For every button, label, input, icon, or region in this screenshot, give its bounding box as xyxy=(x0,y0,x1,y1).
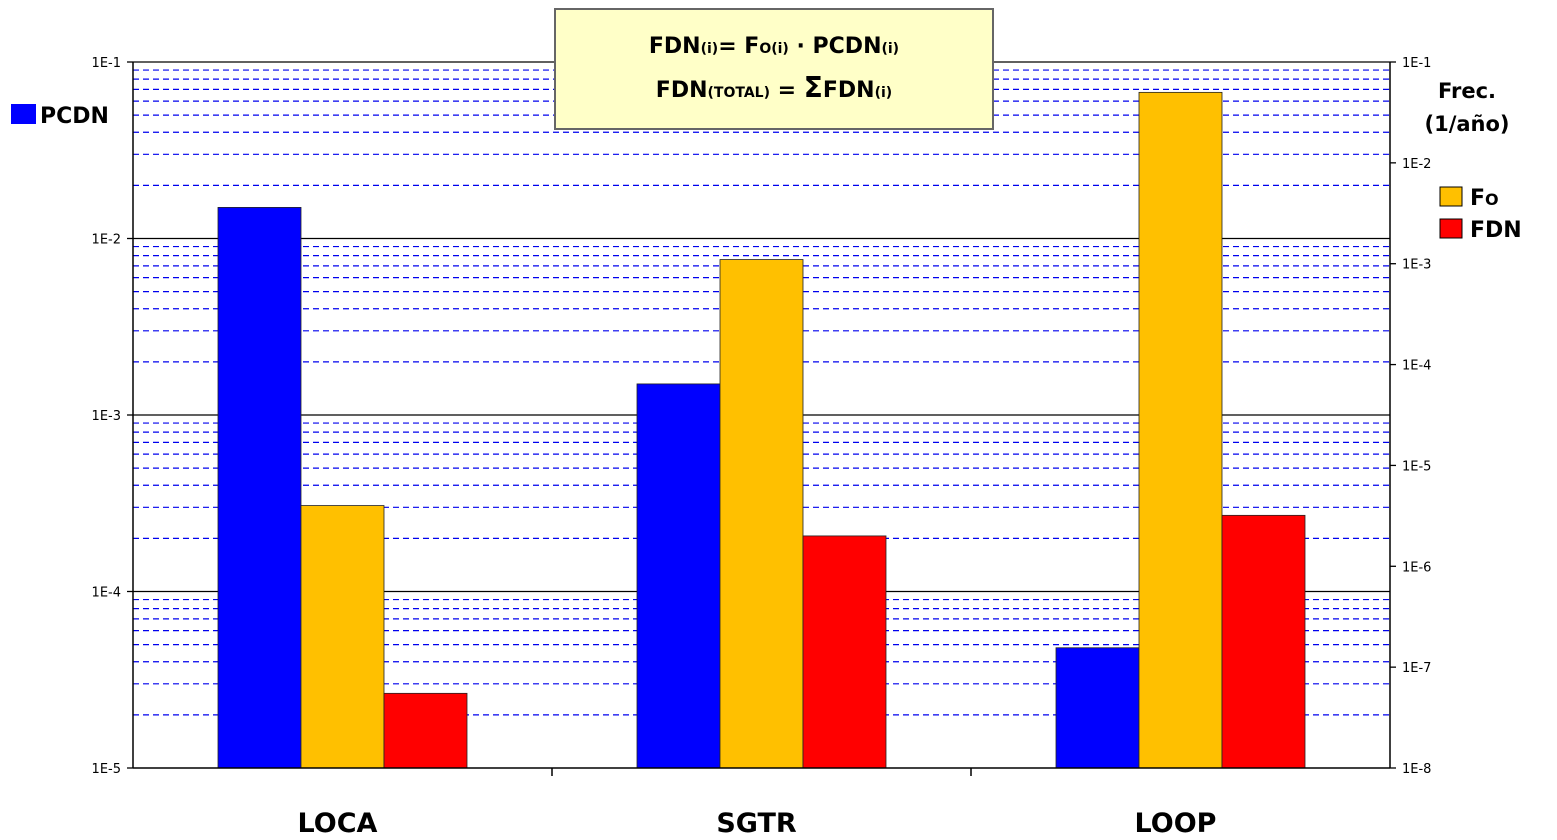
legend-swatch-fdn xyxy=(1439,218,1463,239)
formula1-fo-sub: (i) xyxy=(771,41,789,57)
bar-fo-sgtr xyxy=(719,259,804,769)
category-label-sgtr: SGTR xyxy=(716,808,797,839)
formula1-fdn-sub: (i) xyxy=(700,41,719,57)
bar-fdn-sgtr xyxy=(802,535,887,769)
bar-fdn-loca xyxy=(383,692,468,769)
category-label-loca: LOCA xyxy=(298,808,378,839)
left-tick-label: 1E-4 xyxy=(92,586,121,601)
right-axis-title-line1: Frec. xyxy=(1438,79,1496,103)
legend-label-pcdn: PCDN xyxy=(40,104,109,129)
legend-label-fo-sub: O xyxy=(1485,190,1499,209)
formula1-equals: = xyxy=(718,34,745,59)
formula-box: FDN(i)= FO(i) · PCDN(i) FDN(TOTAL) = ΣFD… xyxy=(554,8,994,130)
formula2-sigma: Σ xyxy=(803,71,823,104)
right-tick-label: 1E-3 xyxy=(1402,258,1431,273)
legend-swatch-pcdn xyxy=(11,104,36,124)
formula1-pcdn-sub: (i) xyxy=(881,41,900,57)
left-tick-label: 1E-2 xyxy=(92,233,121,248)
legend-label-fdn: FDN xyxy=(1470,218,1522,243)
legend-left: PCDN xyxy=(11,104,109,129)
left-tick-label: 1E-3 xyxy=(92,409,121,424)
bar-fo-loca xyxy=(300,505,385,769)
bars xyxy=(217,91,1306,769)
right-tick-label: 1E-6 xyxy=(1402,560,1431,575)
formula1-pcdn: PCDN xyxy=(812,34,882,59)
formula1-dot: · xyxy=(788,34,813,59)
formula2-rhs-sub: (i) xyxy=(874,85,893,101)
right-tick-label: 1E-5 xyxy=(1402,459,1431,474)
formula2-fdn-rhs: FDN xyxy=(822,78,875,103)
bar-pcdn-loca xyxy=(217,207,302,769)
bar-pcdn-loop xyxy=(1055,647,1140,769)
formula-line-2: FDN(TOTAL) = ΣFDN(i) xyxy=(656,71,892,104)
right-tick-label: 1E-8 xyxy=(1402,762,1431,777)
formula1-fdn: FDN xyxy=(648,34,701,59)
legend-label-fo-main: F xyxy=(1470,186,1485,211)
formula2-fdn: FDN xyxy=(655,78,708,103)
left-tick-label: 1E-5 xyxy=(92,762,121,777)
right-tick-label: 1E-2 xyxy=(1402,157,1431,172)
bar-pcdn-sgtr xyxy=(636,383,721,769)
right-tick-label: 1E-4 xyxy=(1402,359,1431,374)
bar-fo-loop xyxy=(1138,91,1223,769)
formula-line-1: FDN(i)= FO(i) · PCDN(i) xyxy=(649,34,899,59)
category-label-loop: LOOP xyxy=(1135,808,1217,839)
legend-swatch-fo xyxy=(1439,186,1463,207)
formula1-fo: F xyxy=(744,34,760,59)
formula1-fo-o: O xyxy=(759,41,772,57)
legend-right: FO FDN xyxy=(1439,186,1522,243)
bar-fdn-loop xyxy=(1221,514,1306,769)
right-axis-ticks: 1E-8 1E-7 1E-6 1E-5 1E-4 1E-3 1E-2 1E-1 xyxy=(1390,56,1431,777)
formula2-total-sub: (TOTAL) xyxy=(707,85,770,101)
right-axis-title-line2: (1/año) xyxy=(1424,112,1509,136)
left-tick-label: 1E-1 xyxy=(92,56,121,71)
left-axis-ticks: 1E-5 1E-4 1E-3 1E-2 1E-1 xyxy=(92,56,133,777)
legend-label-fo: FO xyxy=(1470,186,1499,211)
category-labels: LOCA SGTR LOOP xyxy=(298,808,1217,839)
right-axis-title: Frec. (1/año) xyxy=(1424,79,1509,136)
formula2-equals: = xyxy=(769,78,804,103)
right-tick-label: 1E-7 xyxy=(1402,661,1431,676)
right-tick-label: 1E-1 xyxy=(1402,56,1431,71)
